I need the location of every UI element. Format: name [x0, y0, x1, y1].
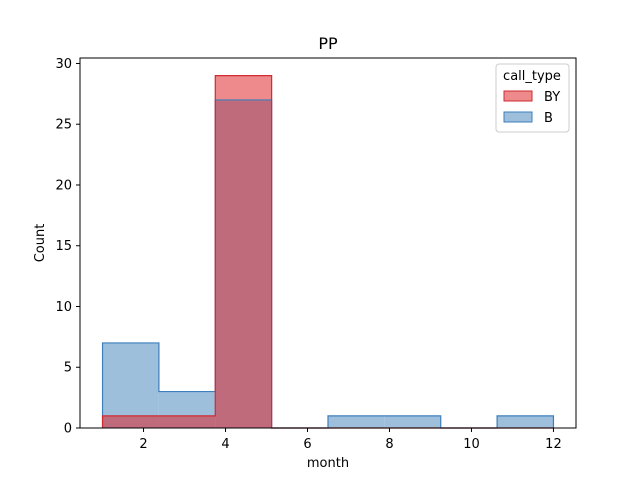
legend-label-by: BY [544, 90, 560, 105]
plot-frame [79, 57, 577, 429]
y-tick-label: 10 [55, 300, 72, 315]
series-b-bar-5 [384, 415, 441, 428]
overlap-bar-0 [102, 415, 159, 428]
x-tick-label: 10 [463, 437, 480, 452]
overlap-bar-2 [215, 99, 272, 429]
x-tick-label: 4 [221, 437, 229, 452]
legend-swatch-b [503, 111, 533, 123]
series-b-bar-7 [497, 415, 554, 428]
legend-swatch-by [503, 90, 533, 102]
chart-title: PP [318, 34, 338, 53]
series-by-outline [101, 75, 554, 429]
y-tick-label: 20 [55, 178, 72, 193]
series-b-outline [101, 99, 555, 429]
x-tick-label: 8 [385, 437, 393, 452]
legend: call_type BY B [495, 63, 570, 133]
y-axis-ticks: 0 5 10 15 20 25 30 [55, 57, 80, 437]
overlap-bar-1 [158, 415, 216, 428]
y-tick-label: 30 [55, 57, 72, 72]
y-tick-label: 15 [55, 239, 72, 254]
x-axis-ticks: 2 4 6 8 10 12 [139, 428, 562, 452]
x-tick-label: 2 [139, 437, 147, 452]
series-b-bar-0 [102, 342, 159, 428]
legend-label-b: B [544, 111, 553, 126]
x-tick-label: 12 [545, 437, 562, 452]
y-axis-label: Count [33, 224, 48, 263]
x-axis-label: month [307, 456, 349, 471]
overlap-bars [102, 99, 272, 429]
y-tick-label: 25 [55, 118, 72, 133]
legend-title: call_type [503, 69, 561, 84]
y-tick-label: 5 [64, 361, 72, 376]
x-tick-label: 6 [303, 437, 311, 452]
y-tick-label: 0 [64, 422, 72, 437]
series-b-bar-4 [328, 415, 385, 428]
series-b-bars [102, 99, 554, 429]
